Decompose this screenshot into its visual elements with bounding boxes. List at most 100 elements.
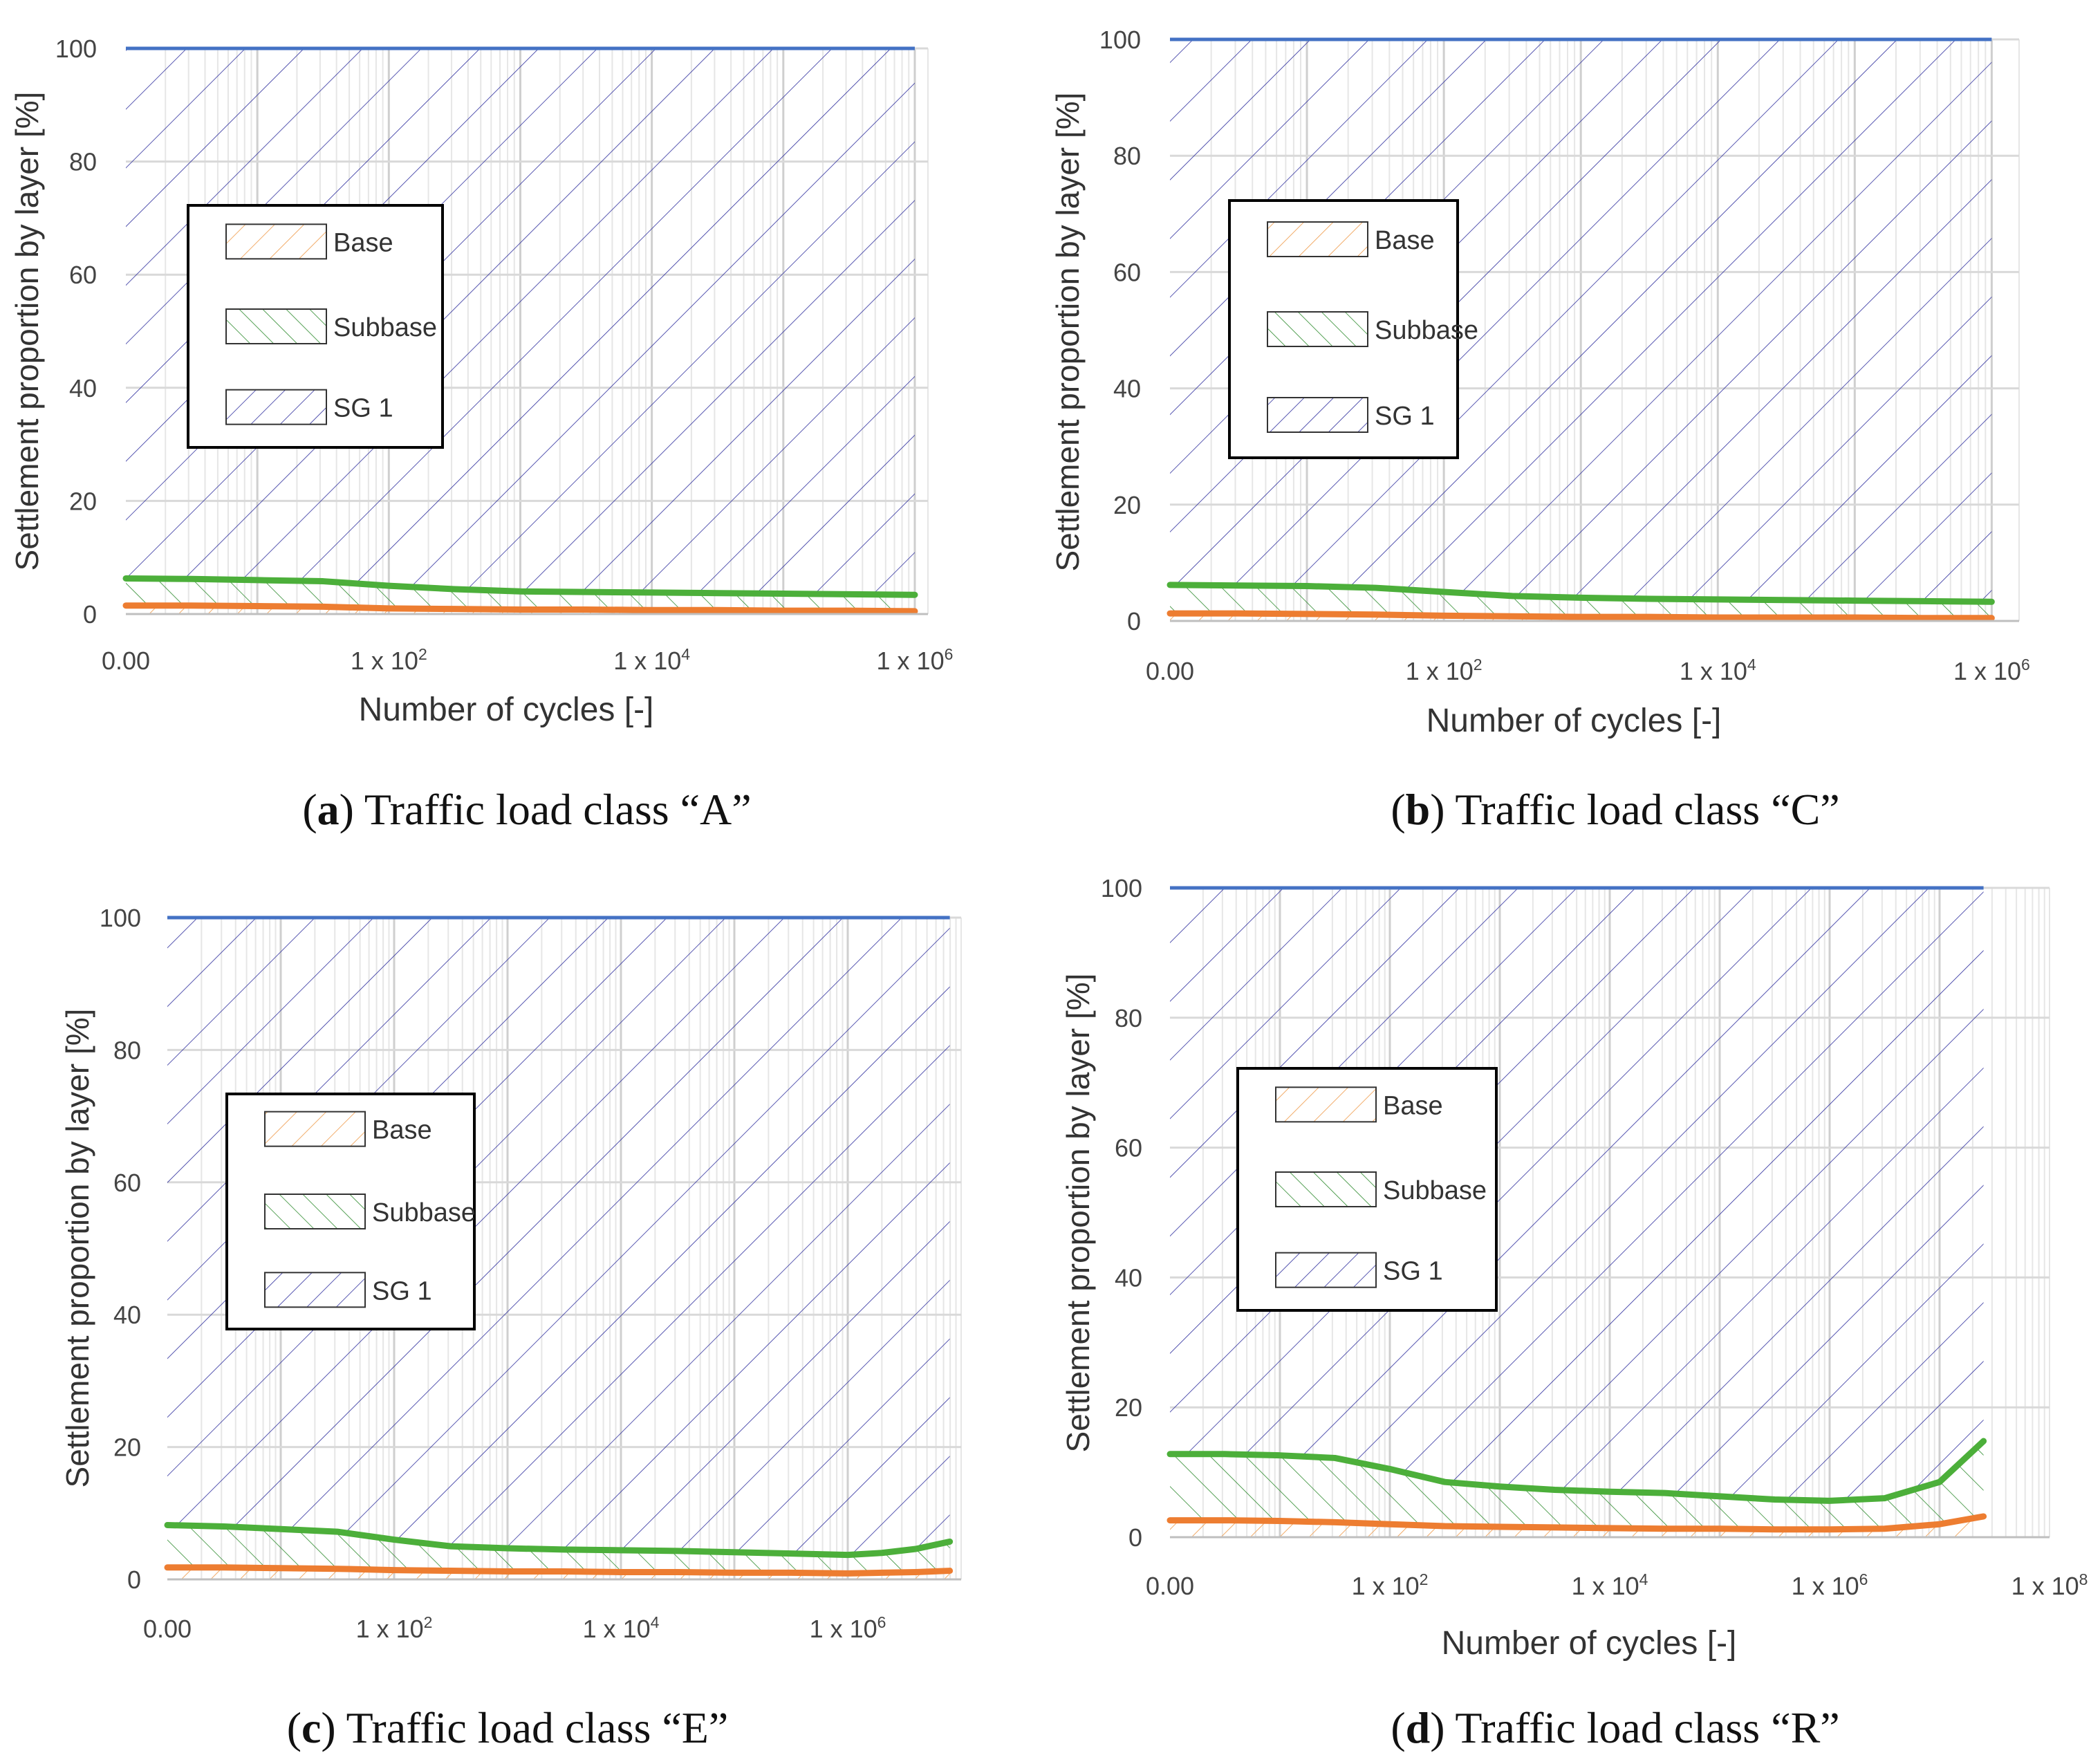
y-tick-label: 80 (1115, 1004, 1142, 1032)
y-axis-title: Settlement proportion by layer [%] (59, 1009, 95, 1488)
series-line-subbase (1167, 1438, 1987, 1504)
chart-panel-b: 0 20 40 60 80 100 0.00 1 x 102 1 x 104 1 x 106 Set… (1050, 26, 2030, 834)
x-tick-label: 1 x 106 (810, 1613, 886, 1643)
y-tick-label: 100 (1101, 874, 1142, 902)
legend-d: Base Subbase SG 1 (1236, 1067, 1498, 1312)
y-tick-label: 0 (83, 600, 97, 629)
area-subbase (126, 578, 915, 611)
y-tick-label: 0 (1127, 607, 1141, 635)
y-tick-label: 100 (1099, 26, 1141, 54)
x-tick-label: 1 x 106 (877, 645, 954, 675)
legend-swatch-base (1267, 221, 1368, 257)
x-tick-label: 1 x 108 (2011, 1570, 2088, 1600)
chart-panels: 0 20 40 60 80 100 0.00 1 x 102 1 x 104 1 x 106 Set… (9, 26, 2088, 1752)
y-tick-label: 80 (1113, 142, 1141, 170)
series-line-base (164, 1564, 954, 1577)
y-tick-label: 0 (1128, 1523, 1142, 1552)
caption-d: (d) Traffic load class “R” (1391, 1703, 1839, 1752)
x-axis-title: Number of cycles [-] (1442, 1625, 1737, 1662)
legend-a: Base Subbase SG 1 (187, 204, 444, 449)
y-tick-label: 80 (113, 1036, 141, 1064)
caption-b: (b) Traffic load class “C” (1391, 785, 1839, 834)
y-tick-label: 20 (113, 1433, 141, 1462)
chart-panel-a: 0 20 40 60 80 100 0.00 1 x 102 1 x 104 1 x 106 Set… (9, 35, 953, 834)
legend-swatch-sg1 (1275, 1252, 1377, 1288)
legend-swatch-base (1275, 1086, 1377, 1123)
x-tick-label: 0.00 (143, 1615, 192, 1643)
legend-swatch-sg1 (264, 1272, 366, 1308)
legend-swatch-base (225, 223, 327, 260)
y-tick-label: 60 (1113, 258, 1141, 286)
x-tick-label: 1 x 104 (583, 1613, 660, 1643)
area-subbase (1170, 1441, 1984, 1530)
y-tick-label: 20 (1115, 1393, 1142, 1422)
area-sg1 (1170, 888, 1984, 1501)
x-tick-label: 0.00 (1146, 1572, 1194, 1600)
legend-label: Base (372, 1116, 432, 1145)
series-line-subbase (1167, 582, 1995, 605)
legend-swatch-subbase (225, 308, 327, 344)
legend-label: Subbase (1383, 1176, 1487, 1205)
legend-label: Subbase (372, 1198, 476, 1227)
legend-label: SG 1 (1375, 402, 1435, 431)
legend-label: Subbase (1375, 316, 1478, 345)
x-tick-label: 0.00 (102, 647, 150, 675)
x-tick-label: 1 x 102 (1406, 656, 1483, 685)
x-tick-label: 1 x 106 (1953, 656, 2030, 685)
y-tick-label: 20 (1113, 491, 1141, 519)
x-axis-title: Number of cycles [-] (1426, 703, 1722, 739)
legend-label: Base (333, 228, 393, 257)
legend-label: SG 1 (1383, 1257, 1443, 1286)
legend-swatch-base (264, 1111, 366, 1147)
y-axis-title: Settlement proportion by layer [%] (1060, 974, 1096, 1453)
legend-label: SG 1 (372, 1276, 432, 1306)
legend-label: SG 1 (333, 394, 393, 423)
y-tick-label: 40 (69, 374, 97, 402)
x-tick-label: 1 x 102 (356, 1613, 433, 1643)
series-line-subbase (164, 1522, 954, 1559)
x-tick-label: 1 x 102 (351, 645, 427, 675)
x-tick-label: 0.00 (1146, 657, 1194, 685)
x-tick-label: 1 x 104 (1680, 656, 1756, 685)
area-sg1 (126, 48, 915, 595)
legend-b: Base Subbase SG 1 (1228, 199, 1478, 459)
legend-swatch-subbase (1267, 311, 1368, 347)
series-line-base (1167, 610, 1995, 622)
y-tick-label: 60 (69, 261, 97, 289)
x-axis-title: Number of cycles [-] (359, 691, 654, 728)
area-sg1 (1170, 39, 1992, 602)
legend-swatch-sg1 (225, 389, 327, 425)
legend-swatch-subbase (264, 1194, 366, 1229)
y-tick-label: 60 (1115, 1134, 1142, 1162)
y-axis-title: Settlement proportion by layer [%] (9, 92, 45, 571)
y-tick-label: 80 (69, 148, 97, 176)
chart-panel-c: 0 20 40 60 80 100 0.00 1 x 102 1 x 104 1 x 106 Set… (59, 904, 962, 1752)
legend-c: Base Subbase SG 1 (225, 1093, 476, 1330)
series-line-base (122, 602, 918, 615)
y-tick-label: 40 (1113, 375, 1141, 403)
y-tick-label: 20 (69, 487, 97, 515)
caption-a: (a) Traffic load class “A” (302, 785, 751, 834)
y-axis-title: Settlement proportion by layer [%] (1050, 93, 1086, 572)
y-tick-label: 40 (1115, 1263, 1142, 1292)
y-tick-label: 40 (113, 1301, 141, 1329)
legend-label: Base (1375, 226, 1435, 255)
y-tick-label: 100 (55, 35, 97, 63)
area-subbase (1170, 584, 1992, 618)
y-tick-label: 60 (113, 1169, 141, 1197)
chart-panel-d: 0 20 40 60 80 100 0.00 1 x 102 1 x 104 1 x 106 1 x… (1060, 874, 2088, 1752)
legend-label: Base (1383, 1091, 1443, 1120)
caption-c: (c) Traffic load class “E” (287, 1703, 729, 1752)
x-tick-label: 1 x 104 (613, 645, 690, 675)
x-tick-label: 1 x 104 (1572, 1570, 1648, 1600)
area-sg1 (167, 918, 950, 1555)
y-tick-label: 0 (127, 1566, 141, 1594)
y-tick-label: 100 (100, 904, 141, 932)
legend-label: Subbase (333, 313, 437, 342)
series-line-subbase (122, 575, 918, 598)
x-tick-label: 1 x 106 (1792, 1570, 1868, 1600)
x-tick-label: 1 x 102 (1352, 1570, 1429, 1600)
legend-swatch-sg1 (1267, 397, 1368, 433)
legend-swatch-subbase (1275, 1171, 1377, 1207)
